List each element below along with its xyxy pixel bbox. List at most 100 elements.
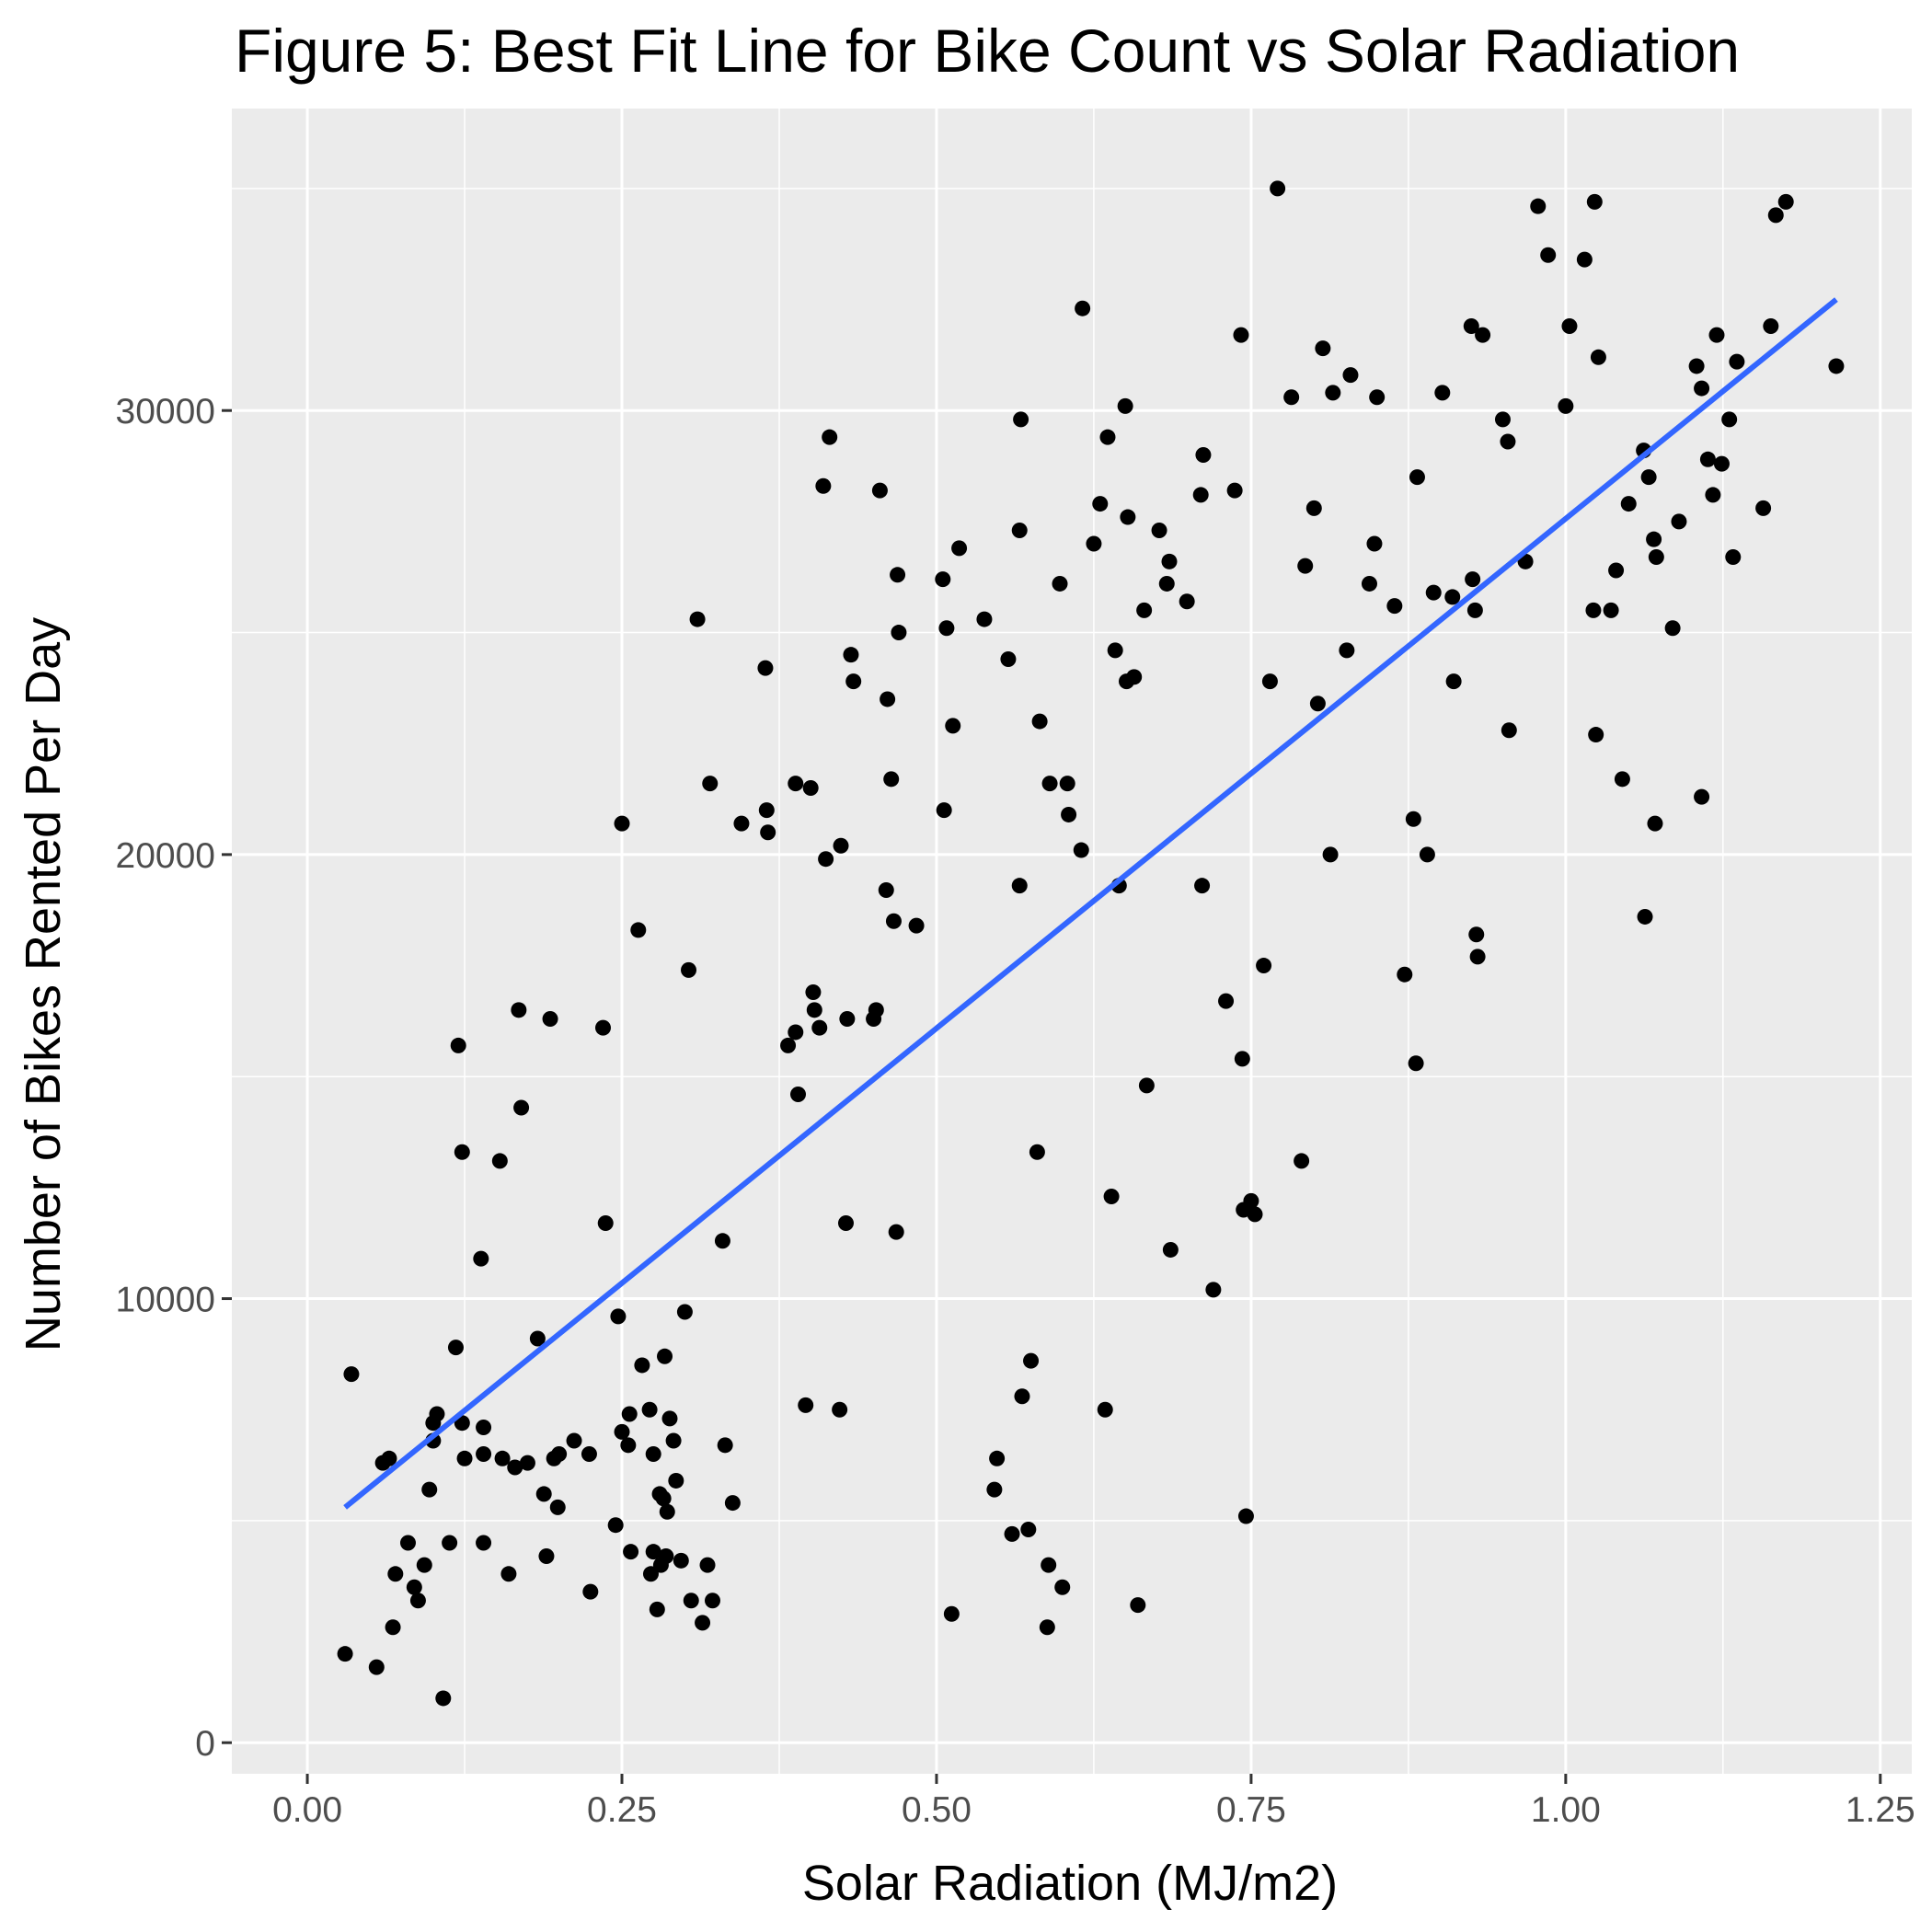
- data-point: [511, 1002, 527, 1018]
- data-point: [1194, 878, 1211, 894]
- data-point: [1561, 318, 1578, 335]
- data-point: [1688, 358, 1705, 374]
- data-point: [623, 1544, 639, 1560]
- data-point: [620, 1437, 637, 1454]
- data-point: [368, 1659, 385, 1675]
- x-tick-label: 0.75: [1216, 1790, 1286, 1830]
- data-point: [790, 1087, 807, 1103]
- data-point: [888, 1224, 904, 1240]
- data-point: [1107, 642, 1123, 659]
- data-point: [805, 984, 822, 1001]
- data-point: [890, 567, 906, 583]
- data-point: [815, 477, 832, 494]
- data-point: [1218, 993, 1235, 1009]
- data-point: [655, 1490, 672, 1507]
- data-point: [1620, 496, 1637, 512]
- data-point: [1041, 1557, 1057, 1573]
- data-point: [1397, 966, 1413, 983]
- data-point: [1243, 1192, 1259, 1209]
- data-point: [476, 1535, 492, 1551]
- data-point: [519, 1455, 535, 1471]
- data-point: [1075, 300, 1091, 316]
- data-point: [833, 837, 849, 854]
- data-point: [1261, 673, 1278, 690]
- data-point: [704, 1593, 720, 1609]
- data-point: [1136, 602, 1153, 618]
- data-point: [951, 540, 968, 557]
- data-point: [1664, 620, 1681, 637]
- data-point: [806, 1002, 822, 1018]
- data-point: [1725, 548, 1742, 565]
- data-point: [343, 1366, 360, 1383]
- data-point: [454, 1144, 470, 1160]
- data-point: [657, 1348, 673, 1364]
- data-point: [1294, 1153, 1310, 1169]
- data-point: [945, 718, 961, 734]
- data-point: [1637, 908, 1653, 925]
- data-point: [1708, 327, 1725, 343]
- data-point: [832, 1401, 848, 1418]
- data-point: [1713, 455, 1730, 472]
- data-point: [1369, 389, 1386, 406]
- data-point: [1434, 385, 1451, 401]
- data-point: [1767, 207, 1784, 224]
- data-point: [878, 881, 894, 898]
- data-point: [1468, 926, 1485, 943]
- data-point: [673, 1552, 689, 1569]
- data-point: [943, 1605, 960, 1622]
- y-tick-label: 0: [195, 1724, 215, 1764]
- data-point: [1530, 198, 1547, 214]
- x-tick-label: 1.25: [1846, 1790, 1915, 1830]
- y-tick-label: 10000: [116, 1281, 215, 1320]
- data-point: [416, 1557, 432, 1573]
- data-point: [473, 1250, 489, 1267]
- data-point: [1092, 496, 1109, 512]
- data-point: [529, 1330, 546, 1347]
- data-point: [661, 1410, 678, 1427]
- data-point: [1614, 771, 1630, 788]
- data-point: [494, 1450, 511, 1466]
- data-point: [1322, 846, 1339, 863]
- data-point: [1469, 949, 1486, 965]
- data-point: [1755, 500, 1772, 516]
- data-point: [1256, 958, 1272, 974]
- data-point: [450, 1037, 466, 1053]
- data-point: [1586, 193, 1603, 210]
- data-point: [659, 1503, 675, 1520]
- y-axis-ticks: 0 10000 20000 30000: [116, 392, 232, 1764]
- data-point: [1694, 380, 1710, 397]
- data-point: [1608, 562, 1625, 579]
- data-point: [1004, 1525, 1020, 1542]
- data-point: [868, 1002, 884, 1018]
- x-tick-label: 1.00: [1531, 1790, 1601, 1830]
- data-point: [1234, 1051, 1250, 1067]
- data-point: [938, 620, 955, 637]
- data-point: [381, 1450, 397, 1466]
- data-point: [780, 1037, 797, 1053]
- x-tick-label: 0.25: [587, 1790, 657, 1830]
- data-point: [1419, 846, 1435, 863]
- data-point: [1103, 1189, 1120, 1205]
- data-point: [1705, 487, 1721, 503]
- data-point: [1585, 602, 1602, 618]
- data-point: [421, 1481, 438, 1498]
- data-point: [582, 1583, 599, 1600]
- data-point: [689, 611, 706, 627]
- data-point: [1073, 842, 1089, 858]
- data-points: [337, 180, 1845, 1707]
- data-point: [1023, 1352, 1040, 1369]
- data-point: [385, 1619, 401, 1636]
- data-point: [597, 1214, 614, 1231]
- data-point: [634, 1357, 650, 1374]
- best-fit-line: [343, 297, 1838, 1510]
- data-point: [798, 1397, 814, 1413]
- data-point: [1130, 1597, 1146, 1614]
- data-point: [1729, 353, 1745, 370]
- data-point: [645, 1544, 661, 1560]
- data-point: [845, 673, 862, 690]
- data-point: [1445, 673, 1462, 690]
- data-point: [802, 779, 819, 796]
- data-point: [1646, 531, 1662, 547]
- minor-gridlines: [232, 109, 1912, 1774]
- data-point: [883, 771, 900, 788]
